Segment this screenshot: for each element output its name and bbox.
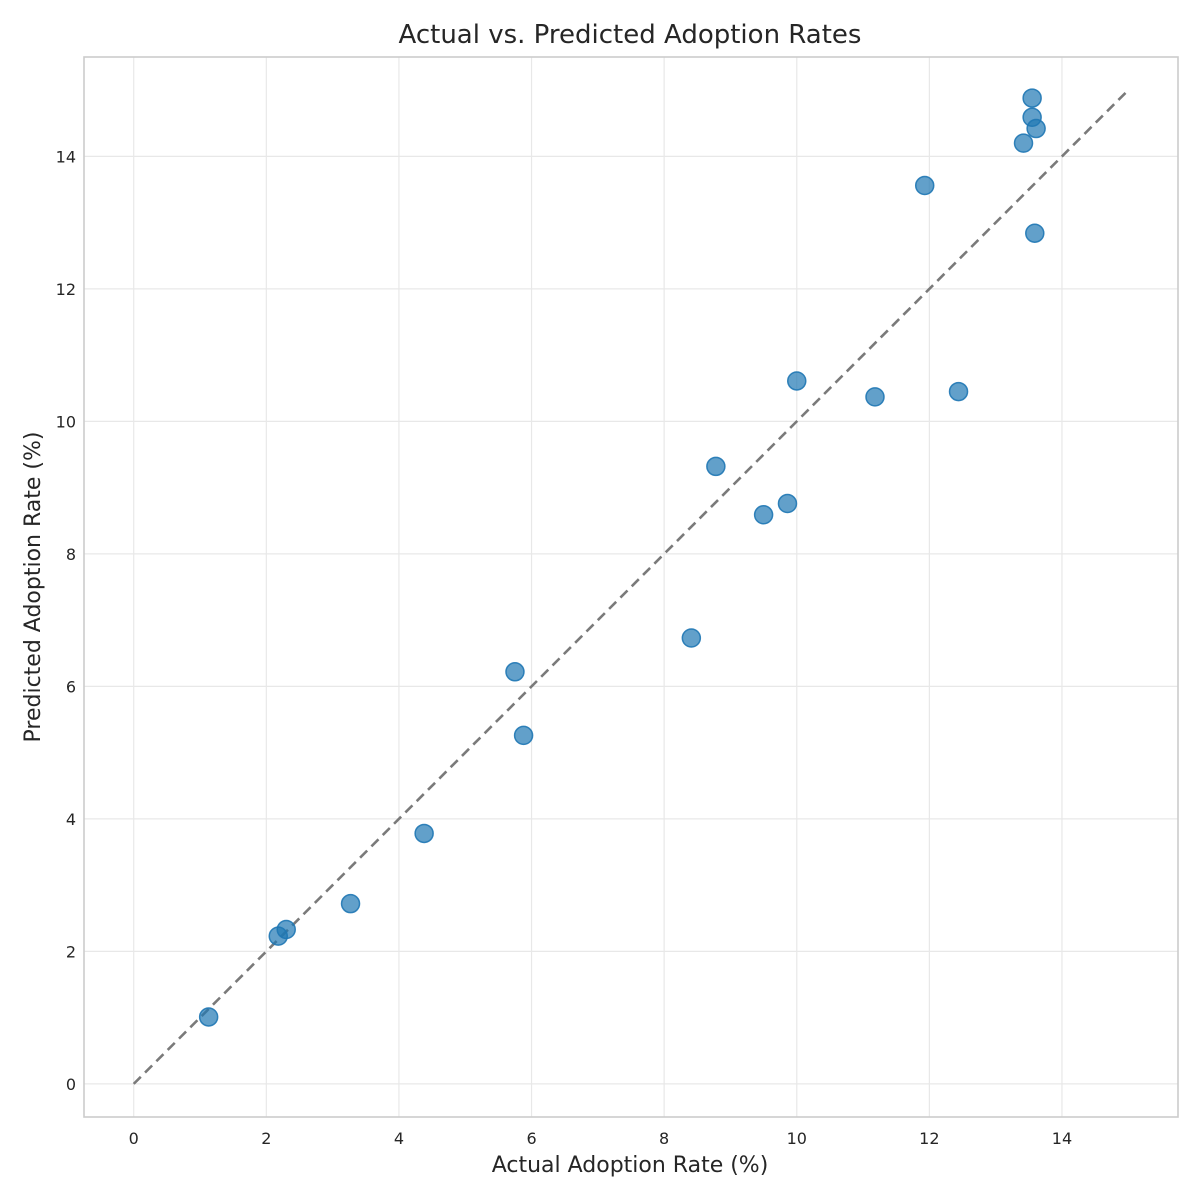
- y-tick-labels: 0 2 4 6 8 10 12 14: [56, 147, 76, 1094]
- x-tick-label: 10: [787, 1129, 807, 1148]
- data-point: [513, 725, 534, 746]
- x-tick-label: 4: [394, 1129, 404, 1148]
- y-tick-label: 2: [66, 942, 76, 961]
- data-point: [1013, 133, 1034, 153]
- data-point: [706, 456, 726, 477]
- data-point: [865, 387, 885, 407]
- data-point: [505, 662, 525, 682]
- data-point: [681, 628, 702, 648]
- data-point: [787, 371, 807, 391]
- data-point: [753, 505, 774, 525]
- data-point: [1025, 223, 1045, 243]
- chart-title: Actual vs. Predicted Adoption Rates: [399, 20, 862, 50]
- reference-line-group: [132, 89, 1130, 1085]
- x-axis-label: Actual Adoption Rate (%): [492, 1153, 769, 1178]
- x-tick-label: 12: [919, 1129, 939, 1148]
- plot-frame: [83, 56, 1179, 1118]
- data-point: [948, 381, 969, 402]
- y-tick-label: 4: [66, 810, 76, 829]
- y-tick-label: 0: [66, 1075, 76, 1094]
- grid: [84, 57, 1178, 1117]
- data-point: [198, 1007, 219, 1027]
- y-axis-label: Predicted Adoption Rate (%): [21, 432, 46, 743]
- x-tick-label: 0: [129, 1129, 139, 1148]
- x-tick-label: 8: [659, 1129, 669, 1148]
- data-points: [198, 88, 1046, 1027]
- data-point: [414, 823, 434, 844]
- y-tick-label: 6: [66, 677, 76, 696]
- data-point: [777, 493, 798, 514]
- data-point: [1022, 88, 1042, 108]
- y-tick-label: 10: [56, 412, 76, 431]
- x-tick-label: 2: [261, 1129, 271, 1148]
- data-point: [276, 919, 296, 940]
- y-tick-label: 14: [56, 147, 76, 166]
- y-tick-label: 12: [56, 280, 76, 299]
- data-point: [914, 175, 935, 196]
- x-tick-label: 6: [526, 1129, 536, 1148]
- reference-line: [132, 89, 1130, 1085]
- data-point: [340, 893, 361, 914]
- x-tick-label: 14: [1052, 1129, 1072, 1148]
- y-tick-label: 8: [66, 545, 76, 564]
- data-point: [1026, 118, 1046, 139]
- x-tick-labels: 0 2 4 6 8 10 12 14: [129, 1129, 1073, 1148]
